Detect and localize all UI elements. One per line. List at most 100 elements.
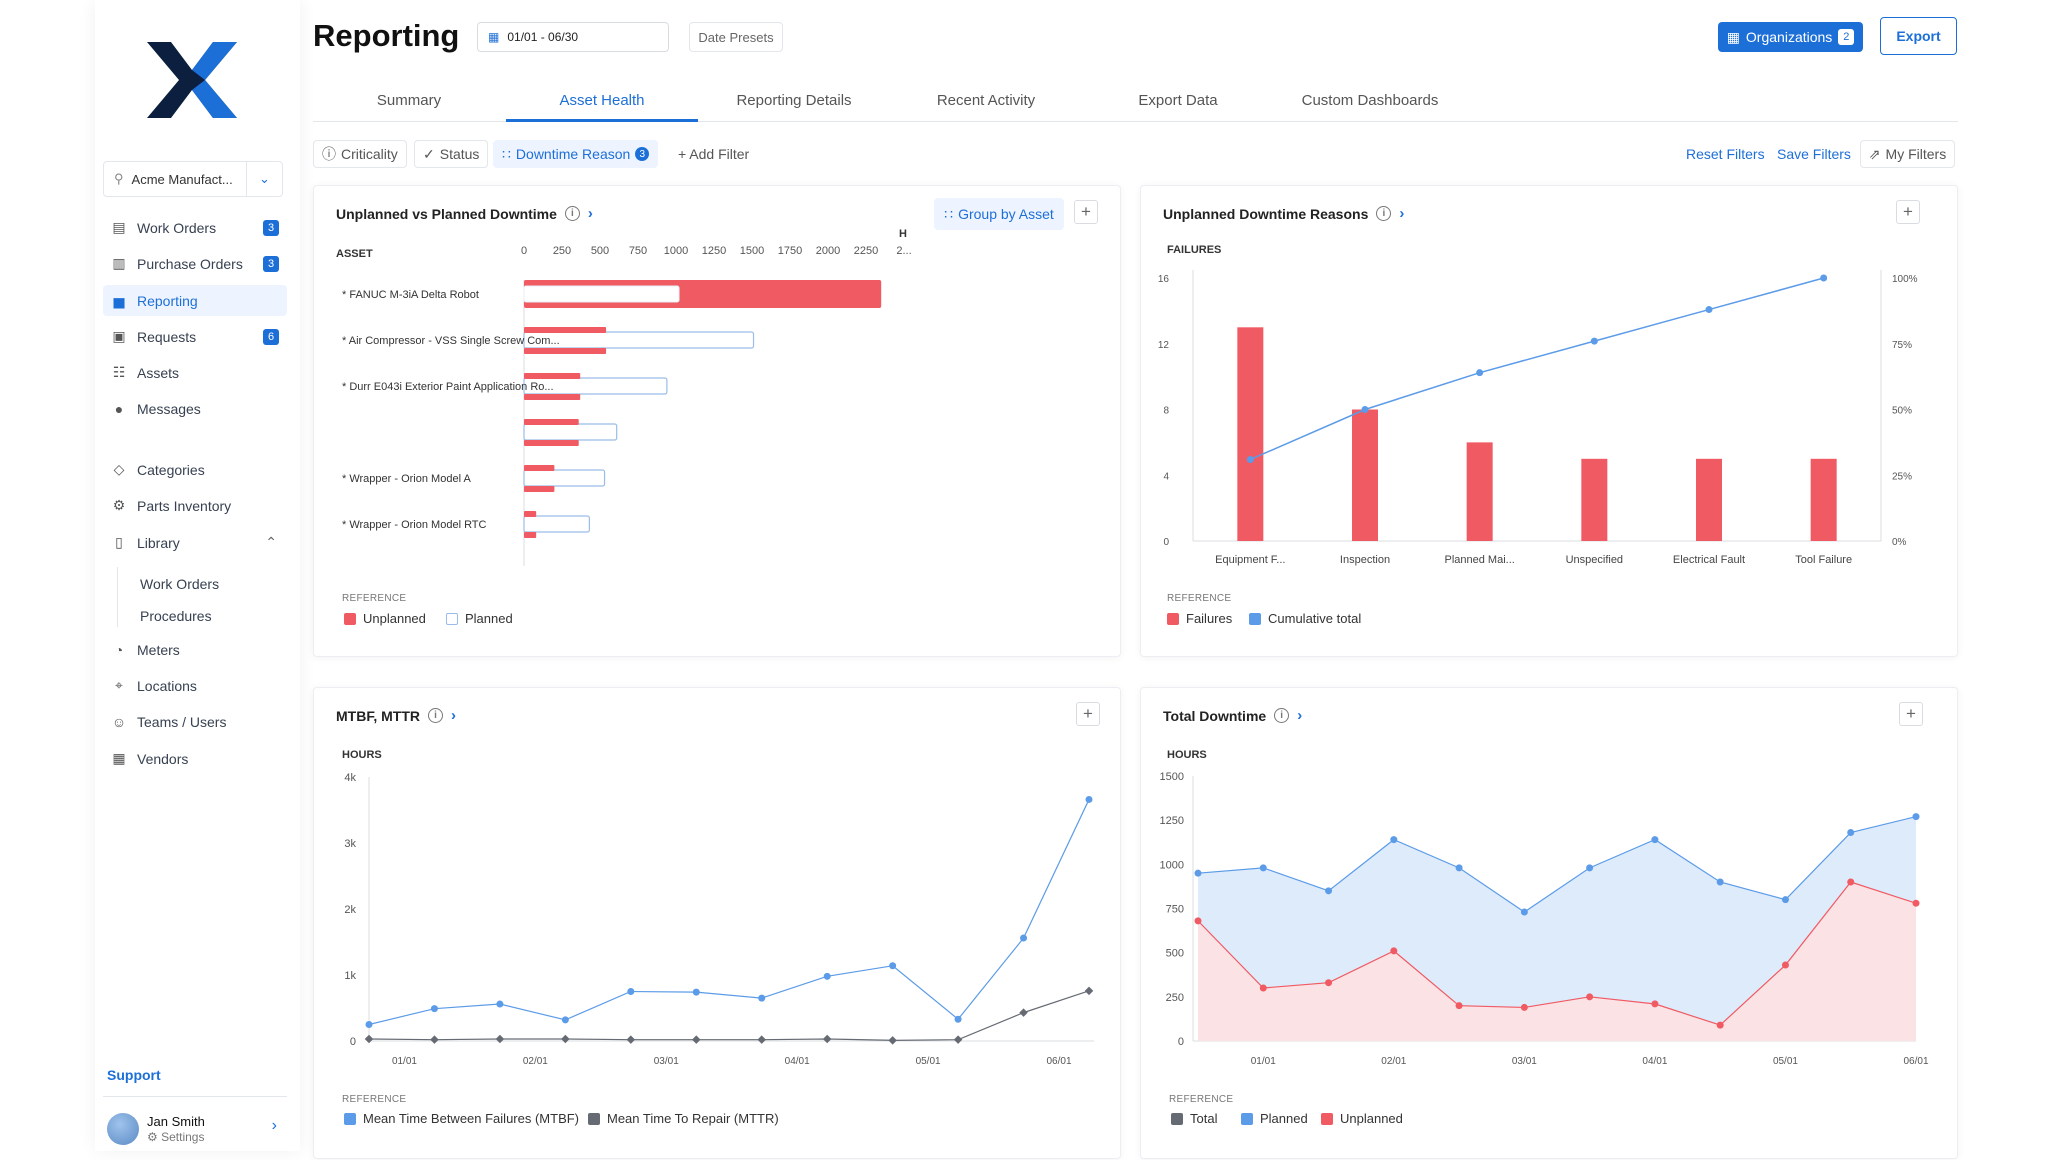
sidebar-item-library[interactable]: ▯ Library ⌃ (103, 527, 287, 558)
legend-swatch (1171, 1112, 1183, 1125)
legend-label: Planned (465, 611, 513, 626)
save-filters-link[interactable]: Save Filters (1777, 146, 1851, 162)
total-downtime-card-title: Total Downtime (1163, 707, 1267, 724)
chevron-up-icon[interactable]: ⌃ (265, 534, 277, 550)
chevron-right-icon[interactable]: › (1399, 205, 1405, 222)
chevron-right-icon[interactable]: › (1297, 707, 1303, 724)
x-tick-label: 01/01 (1251, 1056, 1276, 1067)
group-by-asset-button[interactable]: ∷ Group by Asset (934, 198, 1064, 230)
add-widget-button[interactable]: + (1899, 702, 1923, 726)
sidebar: ⚲ Acme Manufact... ⌄ ▤ Work Orders 3 ▥ Purch… (95, 0, 300, 1151)
info-icon[interactable]: i (564, 206, 580, 221)
info-icon[interactable]: i (427, 708, 443, 723)
x-tick-label: 1250 (702, 245, 726, 257)
tab-export-data[interactable]: Export Data (1138, 92, 1218, 109)
sidebar-item-categories[interactable]: ◇ Categories (103, 454, 287, 485)
sidebar-item-assets[interactable]: ☷ Assets (103, 357, 287, 388)
chevron-down-icon[interactable]: ⌄ (246, 162, 282, 196)
mttr-point (430, 1035, 439, 1044)
planned-point (1781, 896, 1789, 904)
filter-status[interactable]: ✓ Status (414, 140, 489, 168)
tab-asset-health[interactable]: Asset Health (559, 92, 645, 109)
organizations-button[interactable]: ▦ Organizations 2 (1718, 22, 1863, 52)
sidebar-item-work-orders[interactable]: ▤ Work Orders 3 (103, 212, 287, 243)
my-filters-button[interactable]: ⇗ My Filters (1860, 140, 1955, 168)
hierarchy-icon: ∷ (944, 205, 954, 222)
sidebar-item-teams-users[interactable]: ☺ Teams / Users (103, 706, 287, 737)
date-range-picker[interactable]: ▦ 01/01 - 06/30 (477, 22, 669, 52)
mtbf-point (889, 962, 897, 970)
x-tick-label: Unspecified (1566, 554, 1623, 566)
mtbf-point (758, 994, 766, 1002)
add-widget-button[interactable]: + (1896, 200, 1920, 224)
failures-bar (1352, 409, 1378, 541)
add-widget-button[interactable]: + (1076, 702, 1100, 726)
date-presets-button[interactable]: Date Presets (689, 22, 783, 52)
info-icon[interactable]: i (1376, 206, 1392, 221)
user-profile[interactable]: Jan Smith ⚙ Settings › (103, 1096, 287, 1150)
support-link[interactable]: Support (107, 1067, 161, 1083)
planned-point (1455, 864, 1463, 872)
search-icon: ⚲ (114, 171, 124, 186)
tab-reporting-details[interactable]: Reporting Details (736, 92, 852, 109)
mttr-point (495, 1034, 505, 1044)
unplanned-bar (524, 348, 607, 354)
asset-label: * Wrapper - Orion Model RTC (342, 519, 487, 531)
add-widget-button[interactable]: + (1074, 200, 1098, 224)
legend-reference-label: REFERENCE (342, 1094, 407, 1105)
unplanned-point (1455, 1002, 1463, 1010)
asset-label: * Wrapper - Orion Model A (342, 473, 471, 485)
planned-bar (523, 331, 755, 349)
x-tick-label: 05/01 (1773, 1056, 1798, 1067)
organization-select[interactable]: ⚲ Acme Manufact... ⌄ (103, 161, 283, 197)
sidebar-item-reporting[interactable]: ▅ Reporting (103, 285, 287, 316)
cumulative-line (1250, 277, 1824, 461)
tab-summary[interactable]: Summary (376, 92, 442, 109)
chevron-right-icon[interactable]: › (587, 205, 593, 222)
total-downtime-card: Total Downtime i › + HOURS 0 250 500 750 1000… (1140, 687, 1958, 1159)
user-name: Jan Smith (147, 1114, 205, 1129)
info-icon[interactable]: i (1274, 708, 1290, 723)
mtbf-point (561, 1016, 569, 1024)
sidebar-item-purchase-orders[interactable]: ▥ Purchase Orders 3 (103, 248, 287, 279)
user-settings[interactable]: ⚙ Settings (147, 1130, 205, 1144)
x-tick-label: 03/01 (1512, 1056, 1537, 1067)
sidebar-item-locations[interactable]: ⌖ Locations (103, 670, 287, 701)
unplanned-bar (524, 532, 537, 538)
y-tick-label: 1500 (1160, 771, 1184, 783)
y-tick-label: 4 (1163, 471, 1169, 482)
sidebar-item-parts-inventory[interactable]: ⚙ Parts Inventory (103, 490, 287, 521)
unplanned-point (1716, 1021, 1724, 1029)
chevron-right-icon[interactable]: › (271, 1117, 277, 1134)
filter-downtime-reason[interactable]: ∷ Downtime Reason 3 (493, 140, 659, 168)
asset-label: * Durr E043i Exterior Paint Application … (342, 381, 554, 393)
y-tick-label: 0 (1178, 1036, 1184, 1048)
sidebar-item-meters[interactable]: ◔ Meters (103, 634, 287, 665)
export-button[interactable]: Export (1880, 17, 1957, 55)
unplanned-point (1781, 961, 1789, 969)
sidebar-item-vendors[interactable]: ▦ Vendors (103, 743, 287, 774)
sidebar-item-messages[interactable]: ● Messages (103, 393, 287, 424)
library-sub-work-orders[interactable]: Work Orders (140, 576, 220, 592)
filter-criticality[interactable]: ⓘ Criticality (313, 140, 407, 168)
mttr-point (822, 1034, 832, 1044)
legend-swatch (1167, 612, 1179, 625)
tab-recent-activity[interactable]: Recent Activity (936, 92, 1036, 109)
x-tick-label: Tool Failure (1795, 554, 1852, 566)
cumulative-point (1820, 274, 1828, 282)
legend-swatch (344, 1112, 356, 1125)
tab-custom-dashboards[interactable]: Custom Dashboards (1301, 92, 1439, 109)
legend-cumulative: Cumulative total (1249, 611, 1361, 626)
add-filter-button[interactable]: + Add Filter (678, 146, 750, 162)
filter-count-badge: 3 (635, 147, 650, 161)
reset-filters-link[interactable]: Reset Filters (1686, 146, 1765, 162)
sidebar-item-requests[interactable]: ▣ Requests 6 (103, 321, 287, 352)
criticality-icon: ⓘ (322, 146, 336, 162)
unplanned-bar (524, 511, 537, 517)
y-axis-title: FAILURES (1167, 244, 1221, 256)
legend-label: Unplanned (1340, 1111, 1403, 1126)
sidebar-item-label: Library (137, 534, 180, 551)
library-sub-procedures[interactable]: Procedures (140, 608, 212, 624)
chevron-right-icon[interactable]: › (450, 707, 456, 724)
cumulative-point (1705, 306, 1713, 314)
